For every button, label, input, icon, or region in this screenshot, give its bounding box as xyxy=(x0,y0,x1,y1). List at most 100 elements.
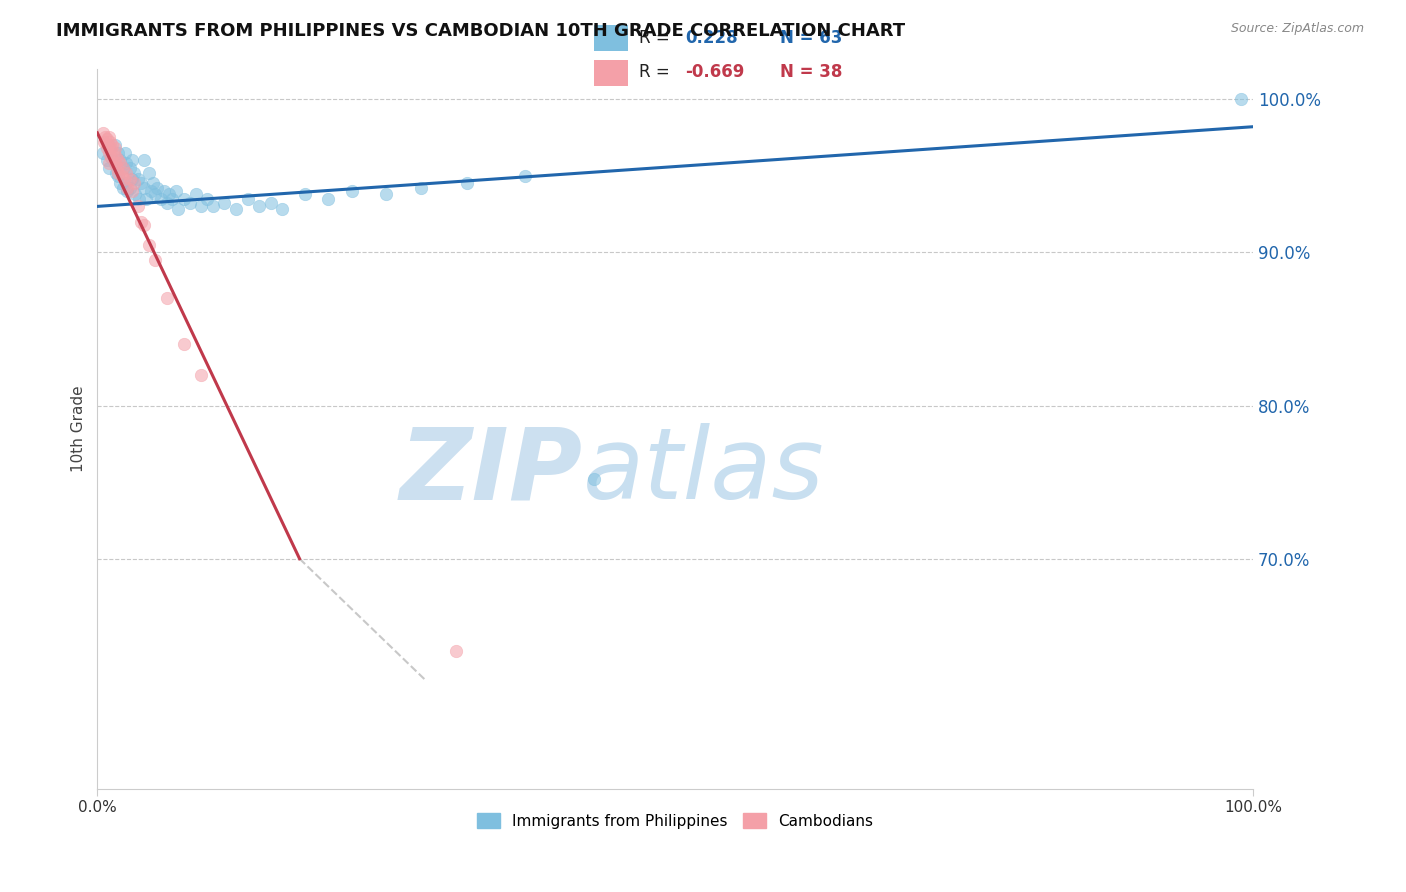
Point xyxy=(107,153,129,168)
Point xyxy=(118,181,141,195)
Point xyxy=(128,192,150,206)
Text: Source: ZipAtlas.com: Source: ZipAtlas.com xyxy=(1230,22,1364,36)
Point xyxy=(91,126,114,140)
Point xyxy=(111,161,134,175)
Point xyxy=(135,192,157,206)
Point xyxy=(107,169,129,183)
Point xyxy=(111,161,134,175)
Point xyxy=(132,153,155,168)
Point xyxy=(104,150,127,164)
Point xyxy=(190,368,212,382)
Point xyxy=(97,145,120,160)
Text: -0.669: -0.669 xyxy=(685,63,745,81)
Point xyxy=(110,169,132,183)
Point xyxy=(318,192,340,206)
Point xyxy=(127,171,149,186)
Point xyxy=(129,215,152,229)
Point xyxy=(104,166,127,180)
Point xyxy=(173,337,195,351)
Point xyxy=(153,184,176,198)
Point xyxy=(94,130,117,145)
Point xyxy=(124,166,146,180)
Point xyxy=(156,291,179,305)
Point xyxy=(104,156,127,170)
Point xyxy=(247,199,270,213)
Point xyxy=(121,171,143,186)
Point xyxy=(583,472,606,486)
Point xyxy=(118,171,141,186)
Point xyxy=(173,192,195,206)
Point xyxy=(100,141,122,155)
Point xyxy=(1230,92,1253,106)
Point xyxy=(127,199,149,213)
Point xyxy=(97,138,120,153)
Point xyxy=(143,252,166,267)
Point xyxy=(121,153,143,168)
Point xyxy=(117,181,139,195)
Point xyxy=(149,192,172,206)
Point xyxy=(444,643,467,657)
Point xyxy=(214,196,236,211)
Point xyxy=(104,138,127,153)
Text: 0.228: 0.228 xyxy=(685,29,738,46)
Point xyxy=(115,156,138,170)
Point xyxy=(195,192,218,206)
Point xyxy=(110,153,132,168)
Point xyxy=(236,192,259,206)
Point xyxy=(409,181,432,195)
Point xyxy=(104,141,127,155)
Point xyxy=(138,237,160,252)
Point xyxy=(97,141,120,155)
Point xyxy=(111,181,134,195)
Point xyxy=(157,187,180,202)
Point xyxy=(104,156,127,170)
Point xyxy=(146,181,169,195)
Bar xyxy=(593,25,628,51)
Text: N = 38: N = 38 xyxy=(780,63,842,81)
Point xyxy=(225,202,247,217)
Point xyxy=(456,177,478,191)
Point xyxy=(124,187,146,202)
Point xyxy=(179,196,201,211)
Text: IMMIGRANTS FROM PHILIPPINES VS CAMBODIAN 10TH GRADE CORRELATION CHART: IMMIGRANTS FROM PHILIPPINES VS CAMBODIAN… xyxy=(56,22,905,40)
Point xyxy=(117,184,139,198)
Point xyxy=(91,145,114,160)
Point xyxy=(105,161,128,175)
Point xyxy=(129,177,152,191)
Point xyxy=(101,138,124,153)
Point xyxy=(138,166,160,180)
Text: R =: R = xyxy=(638,63,675,81)
Point xyxy=(143,187,166,202)
Point xyxy=(271,202,294,217)
Text: N = 63: N = 63 xyxy=(780,29,842,46)
Point xyxy=(165,184,187,198)
Point xyxy=(118,161,141,175)
Point xyxy=(132,218,155,232)
Point xyxy=(93,135,115,149)
Point xyxy=(156,196,179,211)
Point xyxy=(375,187,398,202)
Text: ZIP: ZIP xyxy=(399,423,582,520)
Point xyxy=(513,169,536,183)
Point xyxy=(139,184,162,198)
Point xyxy=(110,177,132,191)
Point xyxy=(190,199,212,213)
Legend: Immigrants from Philippines, Cambodians: Immigrants from Philippines, Cambodians xyxy=(471,806,879,835)
Y-axis label: 10th Grade: 10th Grade xyxy=(72,385,86,472)
Point xyxy=(132,181,155,195)
Point xyxy=(142,177,165,191)
Point xyxy=(201,199,224,213)
Point xyxy=(167,202,190,217)
Point xyxy=(97,130,120,145)
Point xyxy=(97,156,120,170)
Point xyxy=(112,171,135,186)
Point xyxy=(115,177,138,191)
Bar xyxy=(593,60,628,87)
Point xyxy=(114,145,136,160)
Point xyxy=(107,166,129,180)
Point xyxy=(340,184,363,198)
Point xyxy=(96,132,118,146)
Point xyxy=(100,150,122,164)
Point xyxy=(97,161,120,175)
Point xyxy=(96,153,118,168)
